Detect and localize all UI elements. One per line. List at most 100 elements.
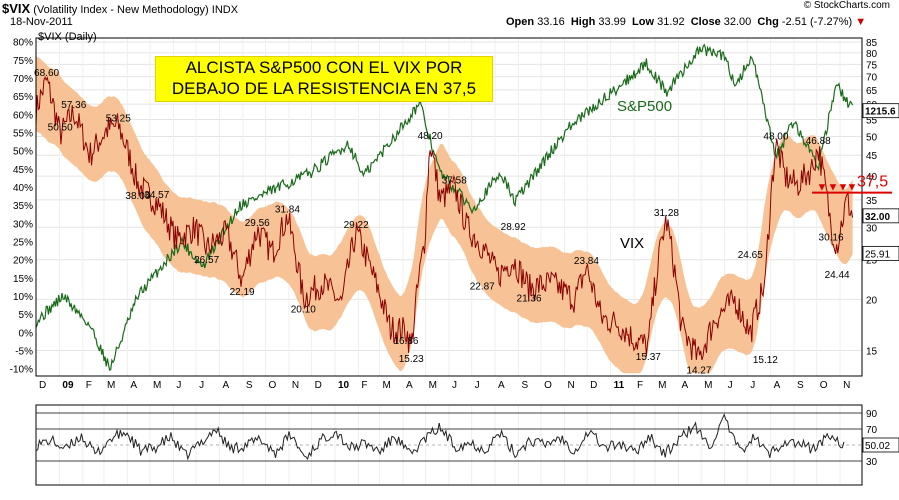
open-value: 33.16 (537, 16, 565, 28)
vix-series (35, 75, 854, 361)
x-tick-label: M (658, 380, 666, 391)
x-tick-label: 09 (62, 380, 74, 391)
vix-value-label: 15.12 (753, 355, 778, 366)
x-tick-label: J (728, 380, 733, 391)
left-tick-label: -10% (10, 365, 33, 376)
vix-value-label: 38.09 (125, 191, 150, 202)
rsi-tag-box (862, 437, 899, 453)
left-tick-label: 15% (13, 274, 33, 285)
axes: 15202530354045505560657075808580%75%70%6… (10, 37, 878, 486)
brand[interactable]: © StockCharts.com (803, 0, 890, 11)
vix-value-label: 28.92 (501, 222, 526, 233)
vix-value-label: 57.36 (61, 100, 86, 111)
annotation-banner: ALCISTA S&P500 CON EL VIX POR DEBAJO DE … (155, 56, 493, 102)
x-tick-label: A (406, 380, 413, 391)
vix-value-label: 48.00 (763, 132, 788, 143)
x-tick-label: D (590, 380, 597, 391)
rsi-tick-label: 30 (866, 457, 878, 468)
left-tick-label: 45% (13, 165, 33, 176)
sp500-series (35, 43, 854, 371)
right-tick-label: 65 (866, 86, 878, 97)
date-label: 18-Nov-2011 (10, 16, 73, 28)
left-tick-label: 40% (13, 183, 33, 194)
resistance-marker-icon: ▼ (828, 182, 839, 194)
right-tick-label: 80 (866, 49, 878, 60)
x-tick-label: F (637, 380, 643, 391)
x-tick-label: S (246, 380, 253, 391)
right-tick-label: 30 (866, 223, 878, 234)
close-value: 32.00 (723, 16, 752, 28)
right-tick-label: 15 (866, 347, 878, 358)
vix-value-label: 46.88 (806, 136, 831, 147)
x-tick-label: A (498, 380, 505, 391)
resistance-marker-icon: ▼ (838, 182, 849, 194)
left-tick-label: 80% (13, 38, 33, 49)
price-tag: 25.91 (865, 249, 890, 260)
vix-line (35, 75, 854, 361)
x-tick-label: 10 (338, 380, 350, 391)
left-tick-label: 75% (13, 56, 33, 67)
ohlc-readout: Open 33.16 High 33.99 Low 31.92 Close 32… (506, 16, 866, 28)
x-tick-label: O (269, 380, 277, 391)
vix-value-label: 31.28 (654, 208, 679, 219)
main-frame (35, 37, 863, 377)
x-tick-label: N (568, 380, 575, 391)
vix-value-label: 23.84 (574, 256, 599, 267)
left-tick-label: -5% (15, 347, 33, 358)
rsi-line (35, 413, 845, 461)
x-tick-label: M (704, 380, 712, 391)
banner-line-2: DEBAJO DE LA RESISTENCIA EN 37,5 (171, 79, 477, 98)
x-tick-label: 11 (614, 380, 625, 391)
open-label: Open (506, 16, 535, 28)
vix-value-label: 31.84 (275, 205, 300, 216)
chg-label: Chg (757, 16, 779, 28)
volatility-band (36, 56, 853, 374)
x-tick-label: F (86, 380, 92, 391)
x-tick-label: S (797, 380, 804, 391)
left-tick-label: 30% (13, 219, 33, 230)
left-tick-label: 0% (19, 328, 34, 339)
low-value: 31.92 (657, 16, 685, 28)
description: (Volatility Index - New Methodology) (33, 4, 209, 16)
sp500-text-label: S&P500 (617, 98, 672, 115)
right-tick-label: 75 (866, 60, 878, 71)
low-label: Low (632, 16, 655, 28)
x-tick-label: O (544, 380, 552, 391)
x-tick-label: A (774, 380, 781, 391)
x-tick-label: J (475, 380, 480, 391)
down-arrow-icon: ▼ (855, 16, 867, 28)
vix-value-label: 22.19 (230, 287, 255, 298)
price-tag-box (862, 245, 899, 261)
banner-line-1: ALCISTA S&P500 CON EL VIX POR (185, 58, 463, 77)
vix-value-label: 48.20 (418, 131, 443, 142)
x-tick-label: M (107, 380, 115, 391)
x-tick-label: J (199, 380, 204, 391)
vix-value-label: 16.86 (393, 336, 418, 347)
x-tick-label: M (153, 380, 161, 391)
vix-value-label: 24.65 (738, 250, 763, 261)
vix-value-label: 20.10 (291, 305, 316, 316)
vix-value-label: 29.22 (344, 220, 369, 231)
x-tick-label: M (383, 380, 391, 391)
right-tick-label: 45 (866, 151, 878, 162)
vix-value-label: 22.87 (470, 282, 495, 293)
x-tick-label: N (843, 380, 850, 391)
x-tick-label: A (222, 380, 229, 391)
legend-vix: $VIX (Daily) (38, 31, 97, 43)
rsi-tick-label: 90 (866, 409, 878, 420)
exchange: INDX (211, 4, 239, 16)
left-tick-label: 5% (19, 310, 34, 321)
right-tick-label: 25 (866, 256, 878, 267)
right-tick-label: 55 (866, 116, 878, 127)
rsi-panel: 3050709050.02 (35, 409, 899, 468)
x-tick-label: M (429, 380, 437, 391)
left-tick-label: 55% (13, 128, 33, 139)
sp500-price-tag-box (862, 103, 899, 119)
left-tick-label: 65% (13, 92, 33, 103)
x-tick-label: J (750, 380, 755, 391)
high-value: 33.99 (598, 16, 626, 28)
sp500-line (35, 43, 854, 371)
close-label: Close (690, 16, 721, 28)
